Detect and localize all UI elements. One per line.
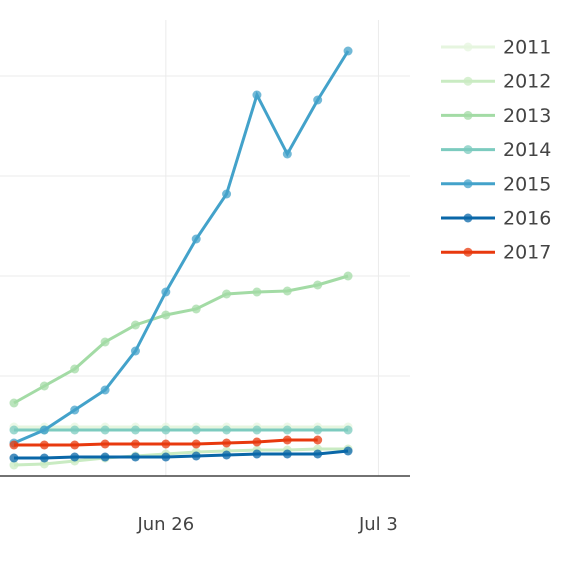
- data-point: [100, 337, 110, 347]
- data-point: [343, 446, 353, 456]
- data-point: [39, 453, 49, 463]
- legend-marker: [463, 110, 473, 120]
- data-point: [191, 234, 201, 244]
- data-point: [191, 425, 201, 435]
- legend-marker: [463, 76, 473, 86]
- data-point: [161, 452, 171, 462]
- data-point: [252, 449, 262, 459]
- data-point: [39, 381, 49, 391]
- series: [9, 435, 323, 450]
- data-point: [130, 346, 140, 356]
- series: [9, 271, 353, 408]
- legend-label: 2013: [503, 105, 551, 127]
- data-point: [130, 452, 140, 462]
- data-point: [9, 453, 19, 463]
- series-line: [13, 447, 349, 467]
- legend-label: 2016: [503, 208, 551, 230]
- data-point: [39, 425, 49, 435]
- series-line: [13, 50, 350, 445]
- legend-label: 2012: [503, 71, 551, 93]
- data-point: [9, 440, 19, 450]
- data-point: [313, 449, 323, 459]
- series: [9, 46, 353, 448]
- data-point: [222, 189, 232, 199]
- data-point: [130, 320, 140, 330]
- data-point: [191, 451, 201, 461]
- data-point: [161, 439, 171, 449]
- data-point: [70, 440, 80, 450]
- legend-label: 2014: [503, 139, 551, 161]
- data-point: [313, 435, 323, 445]
- legend-marker: [463, 42, 473, 52]
- data-point: [343, 425, 353, 435]
- x-tick-label: Jun 26: [136, 514, 194, 535]
- data-point: [161, 287, 171, 297]
- data-point: [343, 271, 353, 281]
- legend-label: 2011: [503, 37, 551, 59]
- data-point: [252, 287, 262, 297]
- series-line: [13, 274, 349, 405]
- data-point: [282, 449, 292, 459]
- data-point: [343, 46, 353, 56]
- data-point: [222, 289, 232, 299]
- data-point: [222, 438, 232, 448]
- data-point: [252, 425, 262, 435]
- legend-marker: [463, 247, 473, 257]
- data-point: [191, 439, 201, 449]
- data-point: [313, 280, 323, 290]
- data-point: [282, 286, 292, 296]
- data-point: [252, 90, 262, 100]
- data-point: [100, 425, 110, 435]
- data-point: [9, 460, 19, 470]
- data-point: [100, 385, 110, 395]
- series: [9, 425, 353, 435]
- data-point: [70, 364, 80, 374]
- series-line: [13, 449, 349, 460]
- legend-marker: [463, 213, 473, 223]
- data-point: [313, 425, 323, 435]
- data-point: [161, 310, 171, 320]
- series: [9, 446, 353, 463]
- data-point: [191, 304, 201, 314]
- data-point: [222, 425, 232, 435]
- data-point: [282, 425, 292, 435]
- data-point: [313, 95, 323, 105]
- data-point: [282, 149, 292, 159]
- data-point: [130, 425, 140, 435]
- data-point: [70, 425, 80, 435]
- data-point: [161, 425, 171, 435]
- data-point: [252, 437, 262, 447]
- data-point: [100, 439, 110, 449]
- data-point: [9, 398, 19, 408]
- legend-marker: [463, 145, 473, 155]
- legend-label: 2017: [503, 242, 551, 264]
- data-point: [70, 452, 80, 462]
- data-point: [100, 452, 110, 462]
- x-tick-label: Jul 3: [358, 514, 398, 535]
- data-point: [70, 405, 80, 415]
- data-point: [222, 450, 232, 460]
- data-point: [9, 425, 19, 435]
- legend-marker: [463, 179, 473, 189]
- legend-label: 2015: [503, 173, 551, 195]
- data-point: [130, 439, 140, 449]
- data-point: [39, 440, 49, 450]
- data-point: [282, 435, 292, 445]
